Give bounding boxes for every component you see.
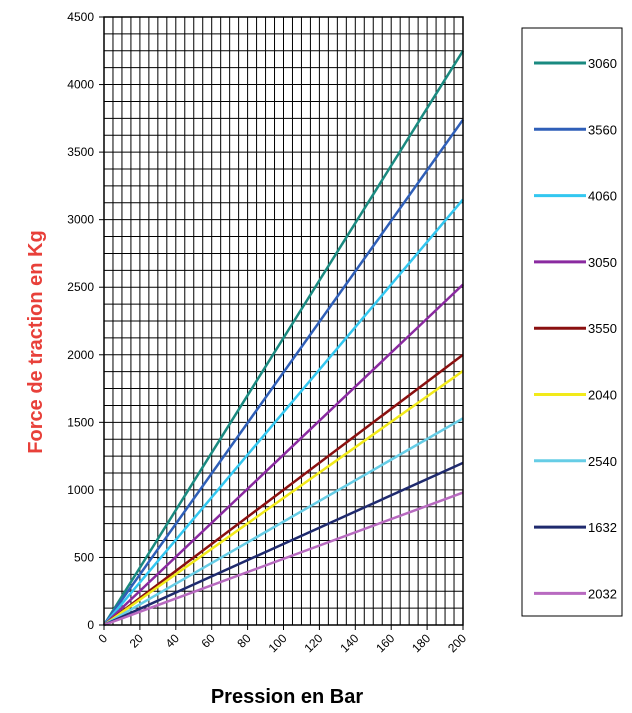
legend-label-3550: 3550 [588, 321, 617, 336]
grid [103, 16, 464, 626]
x-tick-label: 180 [409, 631, 433, 655]
x-tick-label: 60 [198, 631, 218, 651]
legend-label-3560: 3560 [588, 122, 617, 137]
legend-label-3050: 3050 [588, 255, 617, 270]
series-line-2032 [103, 491, 464, 627]
x-tick-label: 100 [266, 631, 290, 655]
series-line-3060 [102, 50, 465, 626]
y-tick-label: 3500 [67, 145, 94, 159]
y-tick-label: 1000 [67, 483, 94, 497]
series-line-4060 [103, 198, 464, 626]
y-tick-label: 3000 [67, 213, 94, 227]
series-line-1632 [103, 461, 464, 627]
legend-label-1632: 1632 [588, 520, 617, 535]
legend: 3060 3560 4060 3050 3550 2040 2540 1632 2032 [521, 27, 623, 617]
y-axis-ticks: 0 500 1000 1500 2000 2500 3000 3500 4000 4500 [67, 10, 104, 632]
x-tick-label: 160 [373, 631, 397, 655]
x-axis-label: Pression en Bar [211, 686, 364, 708]
x-tick-label: 80 [234, 631, 254, 651]
series-line-3560 [102, 118, 465, 626]
legend-box [521, 27, 623, 617]
series-line-3550 [103, 353, 464, 626]
legend-label-2040: 2040 [588, 388, 617, 403]
series-line-2540 [103, 417, 464, 627]
x-tick-label: 20 [127, 631, 147, 651]
legend-label-3060: 3060 [588, 56, 617, 71]
x-tick-label: 0 [95, 631, 110, 646]
y-axis-label: Force de traction en Kg [25, 230, 47, 453]
legend-label-2032: 2032 [588, 586, 617, 601]
series-lines [102, 50, 465, 627]
y-tick-label: 2500 [67, 280, 94, 294]
y-tick-label: 500 [74, 550, 94, 564]
y-tick-label: 4500 [67, 10, 94, 24]
legend-label-2540: 2540 [588, 454, 617, 469]
x-axis-ticks: 0 20 40 60 80 100 120 140 160 180 200 [95, 625, 469, 655]
series-line-2040 [103, 369, 464, 627]
x-tick-label: 200 [445, 631, 469, 655]
y-tick-label: 4000 [67, 78, 94, 92]
legend-label-4060: 4060 [588, 189, 617, 204]
x-tick-label: 120 [301, 631, 325, 655]
x-tick-label: 40 [163, 631, 183, 651]
y-tick-label: 2000 [67, 348, 94, 362]
y-tick-label: 1500 [67, 415, 94, 429]
x-tick-label: 140 [337, 631, 361, 655]
y-tick-label: 0 [87, 618, 94, 632]
series-line-3050 [103, 283, 464, 626]
